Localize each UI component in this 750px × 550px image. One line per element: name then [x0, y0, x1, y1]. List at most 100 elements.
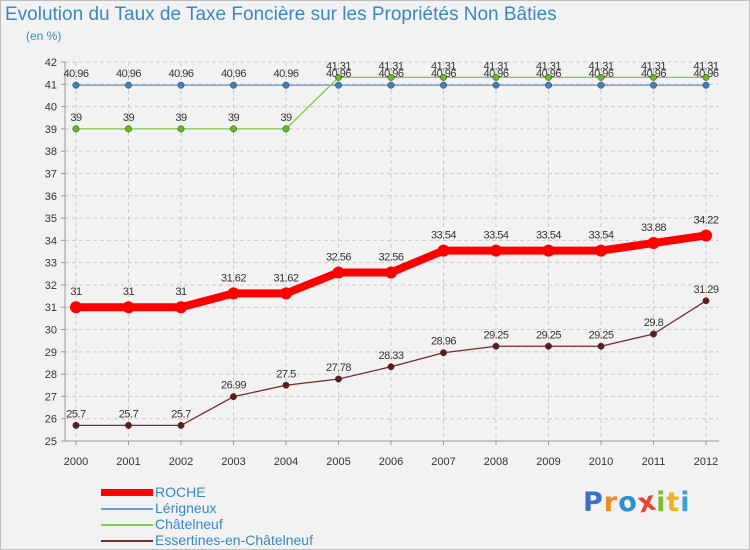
data-label: 40.96: [116, 68, 141, 80]
y-unit-label: (en %): [26, 29, 62, 43]
data-point: [282, 381, 290, 389]
data-point: [440, 349, 447, 357]
x-tick-label: 2000: [64, 456, 88, 468]
x-tick-label: 2003: [221, 456, 245, 468]
data-point: [125, 125, 132, 133]
data-point: [335, 81, 342, 89]
y-tick-label: 40: [45, 102, 57, 114]
data-label: 40.96: [221, 68, 246, 80]
proxiti-logo: Proxiti: [583, 485, 691, 519]
data-point: [700, 229, 712, 242]
data-label: 27.5: [276, 368, 296, 380]
y-tick-label: 37: [45, 168, 57, 180]
data-label: 28.33: [378, 350, 403, 362]
y-tick-label: 41: [45, 79, 57, 91]
data-point: [177, 81, 185, 89]
data-point: [702, 297, 710, 305]
data-point: [702, 81, 710, 89]
data-point: [437, 244, 450, 257]
data-label: 25.7: [171, 408, 191, 420]
data-point: [230, 125, 237, 133]
legend-swatch-essertines: [101, 540, 153, 542]
data-label: 34.22: [693, 214, 718, 226]
data-label: 41.31: [483, 60, 508, 72]
y-tick-label: 30: [45, 325, 57, 337]
logo-letter: r: [603, 487, 619, 518]
data-point: [72, 125, 80, 133]
y-tick-label: 35: [45, 213, 57, 225]
data-point: [282, 81, 290, 89]
data-label: 29.25: [588, 329, 613, 341]
data-label: 40.96: [273, 68, 298, 80]
data-point: [122, 301, 135, 314]
data-point: [177, 421, 185, 429]
data-label: 27.78: [326, 362, 351, 374]
data-point: [230, 81, 237, 89]
data-point: [72, 81, 80, 89]
data-label: 31: [175, 286, 187, 298]
data-point: [542, 244, 555, 257]
legend-swatch-chatelneuf: [101, 524, 153, 526]
data-label: 32.56: [378, 251, 403, 263]
x-tick-label: 2008: [484, 456, 508, 468]
data-point: [595, 244, 607, 257]
data-point: [230, 393, 237, 401]
y-tick-label: 36: [45, 191, 57, 203]
data-point: [492, 81, 500, 89]
x-tick-label: 2005: [326, 456, 350, 468]
y-tick-label: 39: [45, 124, 57, 136]
data-label: 31: [123, 286, 135, 298]
data-label: 41.31: [588, 60, 613, 72]
legend-label-chatelneuf: Châtelneuf: [155, 516, 223, 532]
data-point: [282, 125, 290, 133]
logo-letter: t: [666, 487, 681, 518]
data-label: 41.31: [431, 60, 456, 72]
data-label: 31: [70, 286, 82, 298]
data-point: [175, 301, 187, 314]
data-point: [650, 81, 657, 89]
data-label: 29.25: [536, 329, 561, 341]
data-point: [125, 81, 132, 89]
data-point: [597, 81, 605, 89]
x-tick-label: 2009: [536, 456, 560, 468]
y-tick-label: 26: [45, 414, 57, 426]
data-label: 40.96: [63, 68, 88, 80]
y-tick-label: 42: [45, 57, 57, 69]
data-point: [492, 342, 500, 350]
data-point: [545, 81, 552, 89]
data-label: 31.62: [221, 272, 246, 284]
y-tick-label: 28: [45, 369, 57, 381]
data-point: [597, 73, 605, 81]
y-tick-label: 32: [45, 280, 57, 292]
legend-label-roche: ROCHE: [155, 484, 206, 500]
data-point: [335, 73, 342, 81]
data-point: [72, 421, 80, 429]
data-label: 25.7: [119, 408, 139, 420]
data-point: [335, 375, 342, 383]
data-point: [70, 301, 82, 314]
logo-letter: i: [680, 487, 691, 518]
legend-label-essertines: Essertines-en-Châtelneuf: [155, 532, 313, 548]
data-point: [440, 81, 447, 89]
data-label: 29.25: [483, 329, 508, 341]
data-label: 41.31: [378, 60, 403, 72]
data-label: 41.31: [641, 60, 666, 72]
logo-letter: P: [583, 487, 604, 518]
logo-letter: i: [656, 487, 667, 518]
x-tick-label: 2004: [274, 456, 298, 468]
x-tick-label: 2011: [642, 456, 666, 468]
x-tick-label: 2001: [116, 456, 140, 468]
y-tick-label: 31: [45, 302, 57, 314]
data-label: 39: [228, 112, 240, 124]
data-point: [440, 73, 447, 81]
data-point: [227, 287, 240, 300]
y-tick-label: 38: [45, 146, 57, 158]
data-label: 39: [70, 112, 82, 124]
data-label: 41.31: [693, 60, 718, 72]
data-point: [650, 73, 657, 81]
data-point: [387, 73, 395, 81]
x-tick-label: 2006: [379, 456, 403, 468]
data-label: 26.99: [221, 380, 246, 392]
